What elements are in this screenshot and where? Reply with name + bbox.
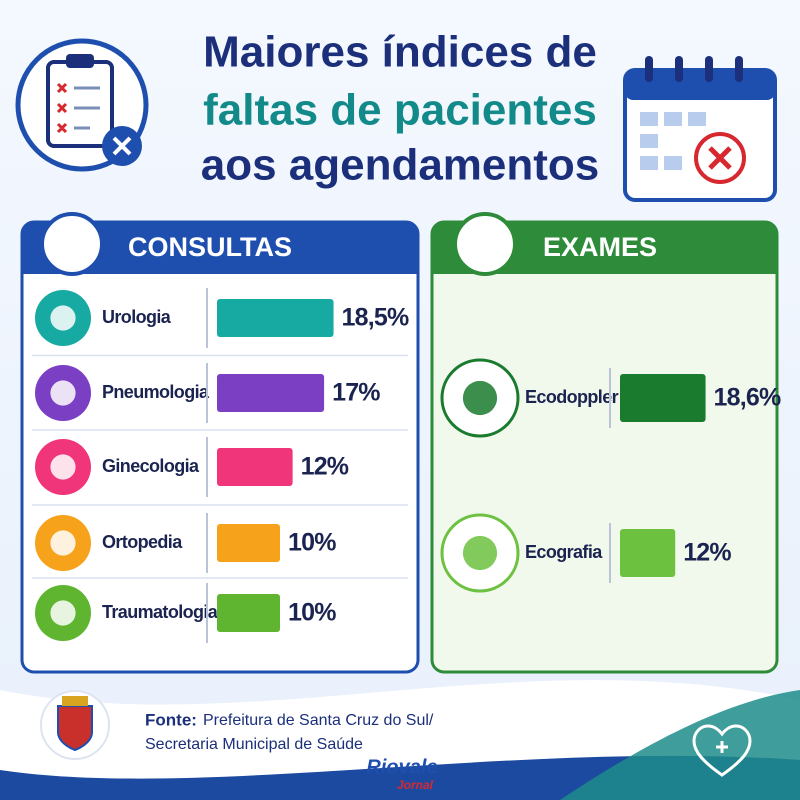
category-icon-inner	[50, 600, 76, 626]
value-label: 10%	[288, 529, 336, 557]
footer-accent	[560, 690, 800, 800]
calendar-icon	[623, 56, 777, 202]
bar	[217, 524, 280, 562]
bar	[217, 299, 334, 337]
bar	[620, 374, 706, 422]
bar	[217, 448, 293, 486]
category-label: Ginecologia	[102, 456, 200, 476]
bar	[217, 374, 325, 412]
category-label: Urologia	[102, 307, 172, 327]
category-label: Ortopedia	[102, 532, 183, 552]
footer-label: Fonte:	[145, 710, 197, 729]
footer-text: Prefeitura de Santa Cruz do Sul/	[203, 712, 434, 729]
clipboard-icon	[15, 38, 149, 172]
panel-title: EXAMES	[543, 232, 657, 262]
category-icon-inner	[50, 305, 76, 331]
footer-text: Secretaria Municipal de Saúde	[145, 736, 363, 753]
value-label: 18,6%	[714, 384, 781, 412]
category-icon-inner	[462, 535, 498, 571]
health-icon	[692, 724, 752, 777]
category-icon-inner	[462, 380, 498, 416]
value-label: 17%	[332, 379, 380, 407]
title-line: aos agendamentos	[201, 141, 600, 190]
category-label: Ecografia	[525, 542, 603, 562]
logo-text: Riovale	[366, 756, 437, 778]
bar	[620, 529, 676, 577]
category-icon-inner	[50, 530, 76, 556]
category-icon-inner	[50, 454, 76, 480]
value-label: 12%	[301, 453, 349, 481]
panel-title: CONSULTAS	[128, 232, 292, 262]
logo-subtext: Jornal	[397, 778, 434, 792]
value-label: 18,5%	[342, 304, 409, 332]
header-icon	[453, 212, 517, 276]
panel-header	[22, 260, 418, 274]
category-icon-inner	[50, 380, 76, 406]
value-label: 12%	[683, 539, 731, 567]
category-label: Pneumologia	[102, 382, 210, 402]
panel-header	[432, 260, 777, 274]
header-icon	[40, 212, 104, 276]
bar	[217, 594, 280, 632]
category-label: Traumatologia	[102, 602, 219, 622]
panel	[430, 220, 779, 674]
category-label: Ecodoppler	[525, 387, 619, 407]
title-line: Maiores índices de	[203, 28, 597, 77]
title-line: faltas de pacientes	[203, 86, 597, 135]
value-label: 10%	[288, 599, 336, 627]
crest	[40, 690, 110, 760]
